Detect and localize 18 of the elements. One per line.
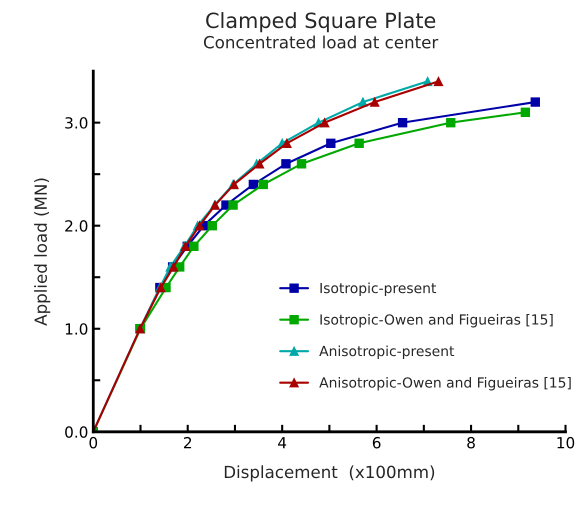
legend-label: Isotropic-Owen and Figueiras [15] (320, 314, 553, 328)
x-axis-title: Displacement (x100mm) (224, 465, 434, 482)
legend-label: Anisotropic-present (319, 346, 454, 359)
x-tick-label: 4 (278, 437, 286, 448)
chart-title: Clamped Square Plate (206, 12, 436, 32)
y-axis-title: Applied load (MN) (34, 178, 50, 326)
legend-label: Isotropic-present (320, 282, 436, 296)
y-tick-label: 3.0 (65, 117, 88, 129)
x-tick-label: 8 (467, 436, 475, 448)
y-tick-label: 2.0 (65, 220, 88, 232)
y-tick-label: 1.0 (66, 323, 88, 335)
x-tick-label: 0 (89, 436, 98, 448)
x-tick-label: 6 (372, 436, 381, 448)
x-tick-label: 2 (184, 436, 192, 448)
x-tick-label: 10 (557, 436, 574, 448)
y-tick-label: 0.0 (65, 426, 88, 438)
legend-label: Anisotropic-Owen and Figueiras [15] (319, 377, 571, 390)
chart-subtitle: Concentrated load at center (204, 36, 438, 48)
